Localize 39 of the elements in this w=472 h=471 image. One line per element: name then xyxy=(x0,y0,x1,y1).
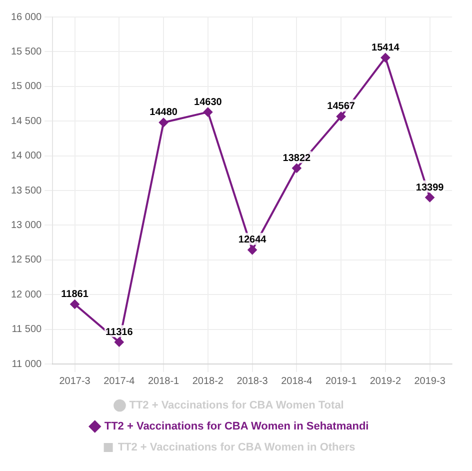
y-tick-label: 14 500 xyxy=(10,116,42,127)
y-tick-label: 12 500 xyxy=(10,254,42,266)
x-tick-label: 2019-3 xyxy=(414,376,446,387)
data-label: 14480 xyxy=(150,107,178,118)
x-tick-label: 2018-1 xyxy=(148,376,180,387)
y-tick-label: 11 500 xyxy=(12,324,42,336)
legend-label: TT2 + Vaccinations for CBA Women in Sehatmandi xyxy=(104,420,369,433)
x-tick-label: 2017-4 xyxy=(104,376,136,387)
y-tick-label: 11 000 xyxy=(12,358,42,370)
x-tick-label: 2017-3 xyxy=(59,376,91,387)
x-tick-label: 2019-1 xyxy=(325,376,358,387)
y-tick-label: 13 000 xyxy=(10,220,42,231)
point xyxy=(425,193,434,202)
x-tick-label: 2018-2 xyxy=(192,376,224,387)
point xyxy=(70,300,80,309)
x-tick-label: 2019-2 xyxy=(370,376,402,387)
y-tick-label: 14 000 xyxy=(10,150,42,162)
point xyxy=(114,338,124,347)
data-label: 15414 xyxy=(372,42,400,54)
y-tick-label: 13 500 xyxy=(10,185,42,196)
point xyxy=(203,108,212,117)
y-tick-label: 12 000 xyxy=(10,289,42,300)
point xyxy=(336,112,346,121)
point xyxy=(292,164,302,173)
point xyxy=(248,245,257,254)
x-tick-label: 2018-3 xyxy=(236,376,268,387)
y-tick-label: 15 500 xyxy=(10,46,42,58)
y-tick-label: 16 000 xyxy=(10,12,42,23)
data-label: 12644 xyxy=(238,234,267,246)
data-label: 11861 xyxy=(61,288,89,300)
data-label: 13399 xyxy=(416,182,444,194)
data-label: 14567 xyxy=(327,101,356,112)
data-label: 13822 xyxy=(282,152,312,164)
point xyxy=(159,118,168,127)
data-label: 11316 xyxy=(106,326,134,338)
data-label: 14630 xyxy=(194,96,222,108)
x-tick-label: 2018-4 xyxy=(281,376,313,387)
point xyxy=(380,53,390,62)
y-tick-label: 15 000 xyxy=(10,81,42,92)
